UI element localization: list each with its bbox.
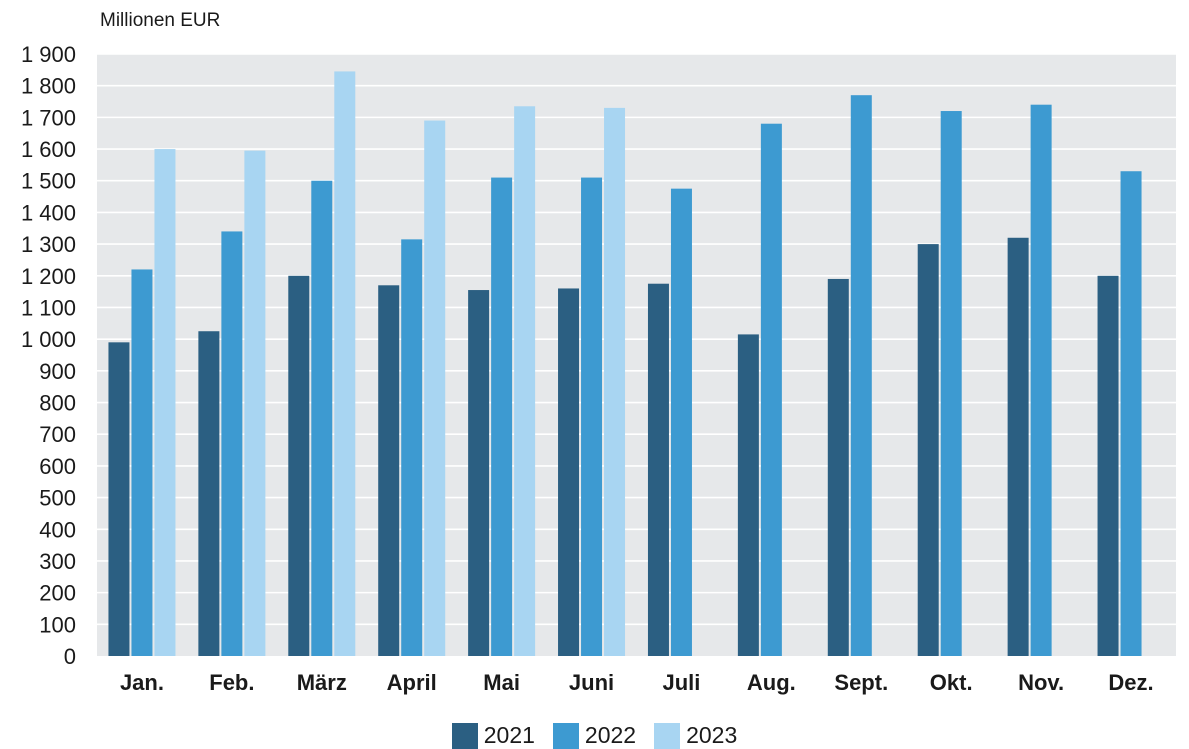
y-tick-label: 1 500 — [21, 169, 76, 194]
y-tick-label: 1 600 — [21, 137, 76, 162]
x-category-label: Juli — [663, 670, 701, 695]
x-category-label: Dez. — [1108, 670, 1153, 695]
bar-2021-3 — [288, 275, 310, 656]
bar-2023-2 — [244, 150, 266, 656]
legend-swatch — [451, 722, 478, 749]
y-tick-label: 1 300 — [21, 232, 76, 257]
legend-swatch — [654, 722, 681, 749]
bar-2022-9 — [850, 95, 872, 657]
bar-2023-1 — [154, 149, 176, 657]
x-category-label: Mai — [483, 670, 520, 695]
y-tick-label: 700 — [39, 422, 76, 447]
bar-2023-5 — [514, 106, 536, 657]
bar-2021-8 — [737, 334, 759, 656]
y-tick-label: 1 900 — [21, 42, 76, 67]
legend-item: 2021 — [451, 722, 535, 749]
y-tick-label: 200 — [39, 581, 76, 606]
bar-2021-6 — [558, 288, 580, 656]
x-category-label: März — [297, 670, 347, 695]
legend-item: 2022 — [552, 722, 637, 749]
bar-2022-8 — [760, 123, 782, 656]
y-tick-label: 500 — [39, 486, 76, 511]
x-category-label: Jan. — [120, 670, 164, 695]
bar-2021-10 — [917, 244, 939, 656]
plot-background — [97, 54, 1176, 656]
x-category-label: Feb. — [209, 670, 254, 695]
y-axis-unit-label: Millionen EUR — [100, 10, 221, 31]
legend: 2021 2022 2023 — [0, 722, 1189, 749]
legend-item: 2023 — [654, 722, 737, 749]
y-tick-label: 1 800 — [21, 74, 76, 99]
x-category-label: Aug. — [747, 670, 796, 695]
bar-2023-4 — [424, 120, 446, 656]
bar-2021-1 — [108, 342, 130, 656]
bar-2021-2 — [198, 331, 220, 656]
y-tick-label: 0 — [64, 644, 76, 669]
bar-2022-1 — [131, 269, 153, 656]
x-category-label: Juni — [569, 670, 614, 695]
x-category-label: Nov. — [1018, 670, 1064, 695]
bar-2021-7 — [647, 283, 669, 656]
bar-2022-4 — [401, 239, 423, 656]
bar-2021-9 — [827, 278, 849, 656]
x-category-label: April — [387, 670, 437, 695]
y-tick-label: 1 100 — [21, 295, 76, 320]
y-tick-label: 1 000 — [21, 327, 76, 352]
y-tick-label: 1 200 — [21, 264, 76, 289]
y-tick-label: 1 400 — [21, 200, 76, 225]
bar-2023-3 — [334, 71, 356, 656]
y-tick-label: 1 700 — [21, 105, 76, 130]
legend-swatch — [552, 722, 579, 749]
y-tick-label: 800 — [39, 391, 76, 416]
bar-2022-10 — [940, 111, 962, 657]
y-tick-label: 900 — [39, 359, 76, 384]
bar-2021-12 — [1097, 275, 1119, 656]
bar-2022-3 — [311, 180, 333, 656]
bar-2022-6 — [581, 177, 603, 656]
x-category-label: Okt. — [930, 670, 973, 695]
bar-2021-5 — [468, 290, 490, 656]
bar-2022-2 — [221, 231, 243, 656]
bar-2022-11 — [1030, 104, 1052, 656]
bar-2022-5 — [491, 177, 513, 656]
y-tick-label: 100 — [39, 612, 76, 637]
y-tick-label: 600 — [39, 454, 76, 479]
y-tick-label: 300 — [39, 549, 76, 574]
bar-chart: 0 100 200 300 400 500 600 700 800 900 1 000 1 100 1 … — [21, 42, 1176, 695]
bar-2021-4 — [378, 285, 400, 656]
bar-2021-11 — [1007, 237, 1029, 656]
legend-label: 2023 — [686, 722, 738, 748]
legend-label: 2021 — [483, 722, 535, 748]
bar-2022-12 — [1120, 171, 1142, 657]
y-tick-label: 400 — [39, 517, 76, 542]
bar-2023-6 — [604, 107, 626, 656]
bar-2022-7 — [670, 188, 692, 656]
x-category-label: Sept. — [834, 670, 888, 695]
legend-label: 2022 — [584, 722, 637, 748]
